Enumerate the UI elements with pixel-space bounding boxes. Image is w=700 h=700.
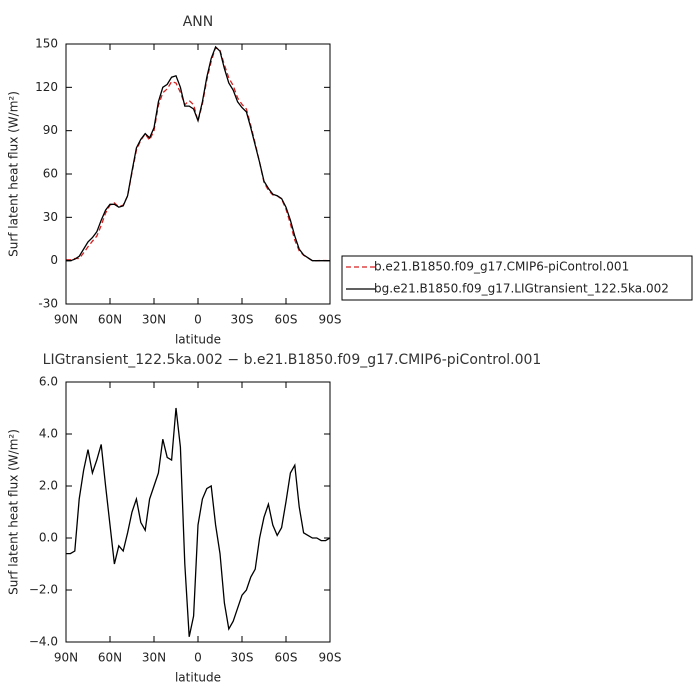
- x-tick-label: 90N: [54, 651, 78, 665]
- x-tick-label: 0: [194, 313, 202, 327]
- series-line: [66, 46, 331, 262]
- x-tick-label: 60N: [98, 651, 122, 665]
- y-tick-label: 2.0: [39, 479, 58, 493]
- plot-frame: [65, 381, 331, 643]
- legend-label: bg.e21.B1850.f09_g17.LIGtransient_122.5k…: [374, 282, 669, 296]
- y-tick-label: 0.0: [39, 531, 58, 545]
- y-tick-label: -30: [38, 297, 58, 311]
- y-tick-label: 120: [35, 80, 58, 94]
- y-axis-label: Surf latent heat flux (W/m²): [7, 91, 21, 257]
- y-tick-label: 60: [43, 167, 58, 181]
- x-tick-label: 30S: [231, 651, 254, 665]
- x-tick-label: 60S: [275, 313, 298, 327]
- x-tick-label: 0: [194, 651, 202, 665]
- x-axis-label: latitude: [175, 671, 221, 685]
- series-line: [66, 407, 331, 637]
- x-tick-label: 30N: [142, 651, 166, 665]
- legend-label: b.e21.B1850.f09_g17.CMIP6-piControl.001: [374, 260, 629, 274]
- x-tick-label: 30S: [231, 313, 254, 327]
- y-axis-label: Surf latent heat flux (W/m²): [7, 429, 21, 595]
- x-tick-label: 90S: [319, 651, 342, 665]
- x-tick-label: 90S: [319, 313, 342, 327]
- legend-box: [341, 255, 693, 301]
- y-tick-label: 90: [43, 123, 58, 137]
- y-tick-label: 4.0: [39, 427, 58, 441]
- y-tick-label: 0: [50, 253, 58, 267]
- y-tick-label: 30: [43, 210, 58, 224]
- y-tick-label: −4.0: [29, 635, 58, 649]
- y-tick-label: 6.0: [39, 375, 58, 389]
- x-axis-label: latitude: [175, 333, 221, 347]
- x-tick-label: 60N: [98, 313, 122, 327]
- x-tick-label: 30N: [142, 313, 166, 327]
- chart-title: ANN: [183, 14, 214, 30]
- y-tick-label: −2.0: [29, 583, 58, 597]
- y-tick-label: 150: [35, 37, 58, 51]
- series-line: [66, 45, 330, 262]
- chart-title: LIGtransient_122.5ka.002 − b.e21.B1850.f…: [43, 352, 542, 368]
- x-tick-label: 60S: [275, 651, 298, 665]
- plot-frame: [65, 43, 331, 305]
- x-tick-label: 90N: [54, 313, 78, 327]
